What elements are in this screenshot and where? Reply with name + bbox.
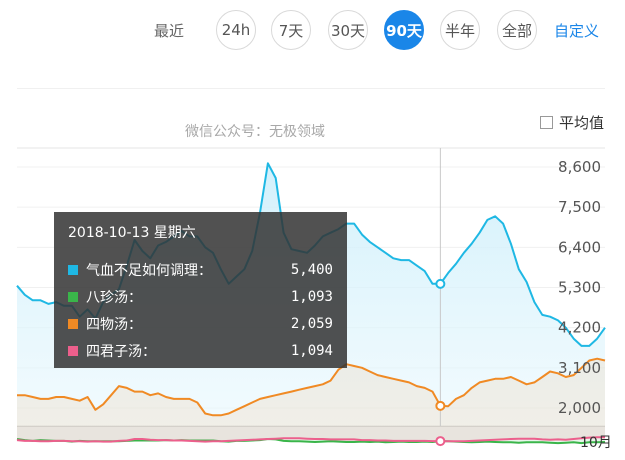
y-tick-label: 3,100 bbox=[558, 359, 601, 377]
range-all-button[interactable]: 全部 bbox=[497, 10, 537, 50]
tooltip-row: 八珍汤： 1,093 bbox=[68, 283, 333, 310]
average-checkbox[interactable] bbox=[540, 116, 553, 129]
custom-range-link[interactable]: 自定义 bbox=[554, 22, 600, 40]
hover-point bbox=[435, 278, 446, 289]
range-7d-button[interactable]: 7天 bbox=[271, 10, 311, 50]
tooltip-series-value: 2,059 bbox=[290, 315, 333, 332]
series-color-swatch bbox=[68, 264, 78, 275]
average-label: 平均值 bbox=[559, 114, 605, 132]
range-30d-button[interactable]: 30天 bbox=[328, 10, 368, 50]
hover-point bbox=[435, 436, 446, 447]
y-tick-label: 5,300 bbox=[558, 279, 601, 297]
series-bazhen-area bbox=[17, 426, 605, 444]
tooltip-row: 四君子汤： 1,094 bbox=[68, 337, 333, 364]
y-tick-label: 8,600 bbox=[558, 158, 601, 176]
series-color-swatch bbox=[68, 345, 78, 356]
tooltip-series-value: 1,093 bbox=[290, 288, 333, 305]
range-half-year-button[interactable]: 半年 bbox=[440, 10, 480, 50]
series-color-swatch bbox=[68, 318, 78, 329]
tooltip-row: 气血不足如何调理： 5,400 bbox=[68, 256, 333, 283]
range-90d-button[interactable]: 90天 bbox=[384, 10, 424, 50]
panel-divider bbox=[17, 88, 605, 89]
tooltip-series-value: 1,094 bbox=[290, 342, 333, 359]
recent-label: 最近 bbox=[154, 22, 185, 40]
tooltip-series-name: 四物汤： bbox=[86, 316, 142, 333]
tooltip-series-value: 5,400 bbox=[290, 261, 333, 278]
range-toolbar: 最近 24h 7天 30天 90天 半年 全部 自定义 bbox=[0, 0, 625, 70]
range-24h-button[interactable]: 24h bbox=[216, 10, 256, 50]
average-toggle[interactable]: 平均值 bbox=[540, 112, 604, 133]
series-siwu-line bbox=[17, 357, 606, 417]
series-sijunzi-line bbox=[16, 436, 605, 443]
y-tick-label: 2,000 bbox=[558, 399, 601, 417]
tooltip-date: 2018-10-13 星期六 bbox=[68, 225, 196, 241]
watermark: 微信公众号：无极领域 bbox=[185, 124, 325, 140]
data-tooltip: 2018-10-13 星期六 气血不足如何调理： 5,400 八珍汤： 1,09… bbox=[54, 212, 347, 368]
y-tick-label: 4,200 bbox=[558, 319, 601, 337]
tooltip-series-name: 四君子汤： bbox=[86, 343, 156, 360]
hover-point bbox=[435, 400, 446, 411]
tooltip-series-name: 气血不足如何调理： bbox=[86, 262, 212, 279]
series-sijunzi-area bbox=[17, 426, 605, 442]
series-color-swatch bbox=[68, 291, 78, 302]
x-tick-label: 10月 bbox=[580, 435, 612, 451]
series-siwu-area bbox=[17, 358, 605, 426]
tooltip-row: 四物汤： 2,059 bbox=[68, 310, 333, 337]
tooltip-series-name: 八珍汤： bbox=[86, 289, 142, 306]
y-tick-label: 7,500 bbox=[558, 198, 601, 216]
y-tick-label: 6,400 bbox=[558, 238, 601, 256]
